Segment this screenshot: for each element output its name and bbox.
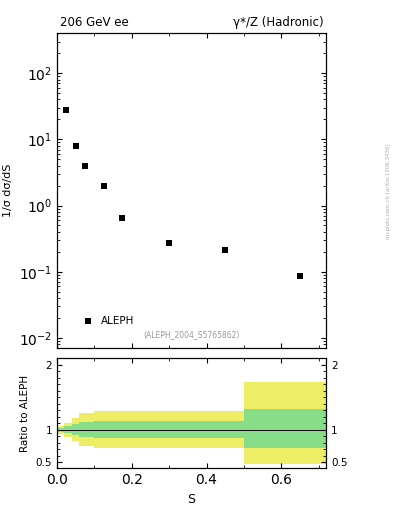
Text: mcplots.cern.ch [arXiv:1306.3436]: mcplots.cern.ch [arXiv:1306.3436] [386, 143, 391, 239]
Y-axis label: Ratio to ALEPH: Ratio to ALEPH [20, 375, 30, 452]
Text: γ*/Z (Hadronic): γ*/Z (Hadronic) [233, 15, 323, 29]
Text: 206 GeV ee: 206 GeV ee [60, 15, 129, 29]
X-axis label: S: S [187, 493, 196, 506]
Text: (ALEPH_2004_S5765862): (ALEPH_2004_S5765862) [143, 330, 240, 339]
Legend: ALEPH: ALEPH [73, 312, 139, 330]
Y-axis label: 1/σ dσ/dS: 1/σ dσ/dS [4, 164, 13, 218]
